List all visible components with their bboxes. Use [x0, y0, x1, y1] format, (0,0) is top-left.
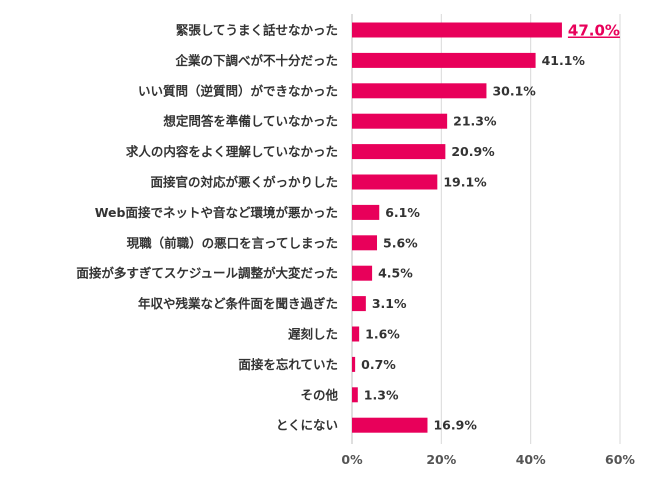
value-label-8: 5.6%: [383, 235, 418, 250]
bar-1: [352, 22, 562, 38]
bar-8: [352, 235, 378, 251]
bar-series: [352, 22, 562, 433]
category-label-5: 求人の内容をよく理解していなかった: [126, 144, 338, 159]
category-label-13: その他: [300, 387, 338, 402]
value-label-10: 3.1%: [372, 296, 407, 311]
bar-7: [352, 204, 380, 220]
value-label-14: 16.9%: [433, 418, 477, 433]
category-label-12: 面接を忘れていた: [238, 357, 338, 372]
value-labels: 47.0% 41.1% 30.1% 21.3% 20.9% 19.1% 6.1% 5.6% 4.…: [361, 22, 620, 433]
category-label-3: いい質問（逆質問）ができなかった: [138, 83, 338, 98]
category-label-1: 緊張してうまく話せなかった: [176, 23, 338, 38]
bar-11: [352, 326, 360, 342]
value-label-1: 47.0%: [568, 22, 620, 40]
category-label-2: 企業の下調べが不十分だった: [174, 53, 338, 68]
category-label-6: 面接官の対応が悪くがっかりした: [150, 175, 338, 190]
category-label-8: 現職（前職）の悪口を言ってしまった: [127, 235, 338, 250]
category-label-4: 想定問答を準備していなかった: [162, 114, 338, 129]
category-label-7: Web面接でネットや音など環境が悪かった: [95, 205, 338, 220]
value-label-2: 41.1%: [542, 53, 586, 68]
gridlines: [351, 14, 621, 444]
value-label-7: 6.1%: [385, 205, 420, 220]
value-label-5: 20.9%: [451, 144, 495, 159]
bar-6: [352, 174, 438, 190]
category-label-10: 年収や残業など条件面を聞き過ぎた: [138, 296, 338, 311]
value-label-3: 30.1%: [492, 83, 536, 98]
x-tick-label-60: 60%: [605, 452, 635, 467]
bar-2: [352, 52, 536, 68]
x-axis-tick-labels: 0% 20% 40% 60%: [341, 452, 635, 467]
value-label-4: 21.3%: [453, 114, 497, 129]
bar-9: [352, 265, 373, 281]
x-tick-label-0: 0%: [341, 452, 363, 467]
bar-4: [352, 113, 448, 129]
value-label-9: 4.5%: [378, 266, 413, 281]
bar-10: [352, 296, 366, 312]
category-labels: 緊張してうまく話せなかった企業の下調べが不十分だったいい質問（逆質問）ができなか…: [76, 23, 338, 433]
x-tick-label-20: 20%: [426, 452, 456, 467]
bar-5: [352, 144, 446, 160]
bar-14: [352, 417, 428, 433]
category-label-14: とくにない: [276, 418, 338, 433]
x-tick-label-40: 40%: [516, 452, 546, 467]
bar-13: [352, 387, 358, 403]
bar-12: [352, 356, 356, 372]
value-label-13: 1.3%: [364, 387, 399, 402]
value-label-12: 0.7%: [361, 357, 396, 372]
bar-3: [352, 83, 487, 99]
value-label-6: 19.1%: [443, 175, 487, 190]
category-label-9: 面接が多すぎてスケジュール調整が大変だった: [76, 266, 338, 281]
value-label-11: 1.6%: [365, 327, 400, 342]
category-label-11: 遅刻した: [288, 327, 338, 342]
